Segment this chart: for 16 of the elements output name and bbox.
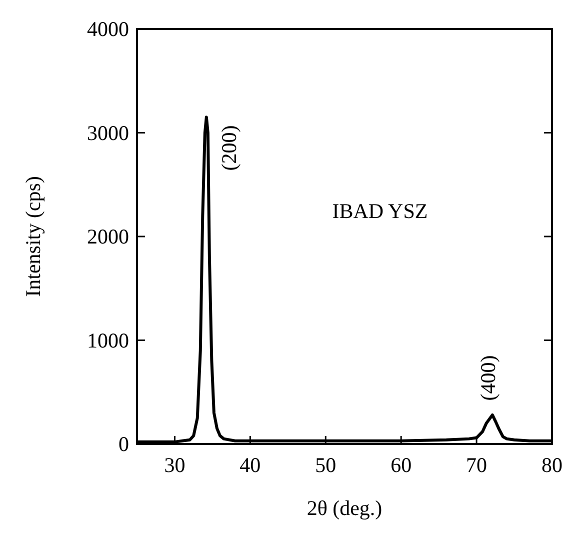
y-axis-title: Intensity (cps) bbox=[21, 176, 45, 297]
annotation: IBAD YSZ bbox=[332, 199, 428, 223]
x-tick-label: 60 bbox=[390, 453, 412, 477]
y-tick-label: 1000 bbox=[87, 328, 129, 352]
x-tick-label: 80 bbox=[542, 453, 562, 477]
y-tick-label: 4000 bbox=[87, 17, 129, 41]
annotation: (200) bbox=[217, 125, 241, 171]
y-tick-label: 3000 bbox=[87, 120, 129, 145]
x-axis-title: 2θ (deg.) bbox=[306, 496, 382, 520]
x-tick-label: 70 bbox=[466, 453, 488, 477]
x-tick-label: 50 bbox=[315, 453, 336, 477]
y-tick-label: 2000 bbox=[87, 224, 129, 248]
x-tick-label: 30 bbox=[164, 453, 186, 477]
annotation: (400) bbox=[476, 355, 500, 401]
x-tick-label: 40 bbox=[240, 453, 261, 477]
y-tick-label: 0 bbox=[118, 432, 129, 456]
